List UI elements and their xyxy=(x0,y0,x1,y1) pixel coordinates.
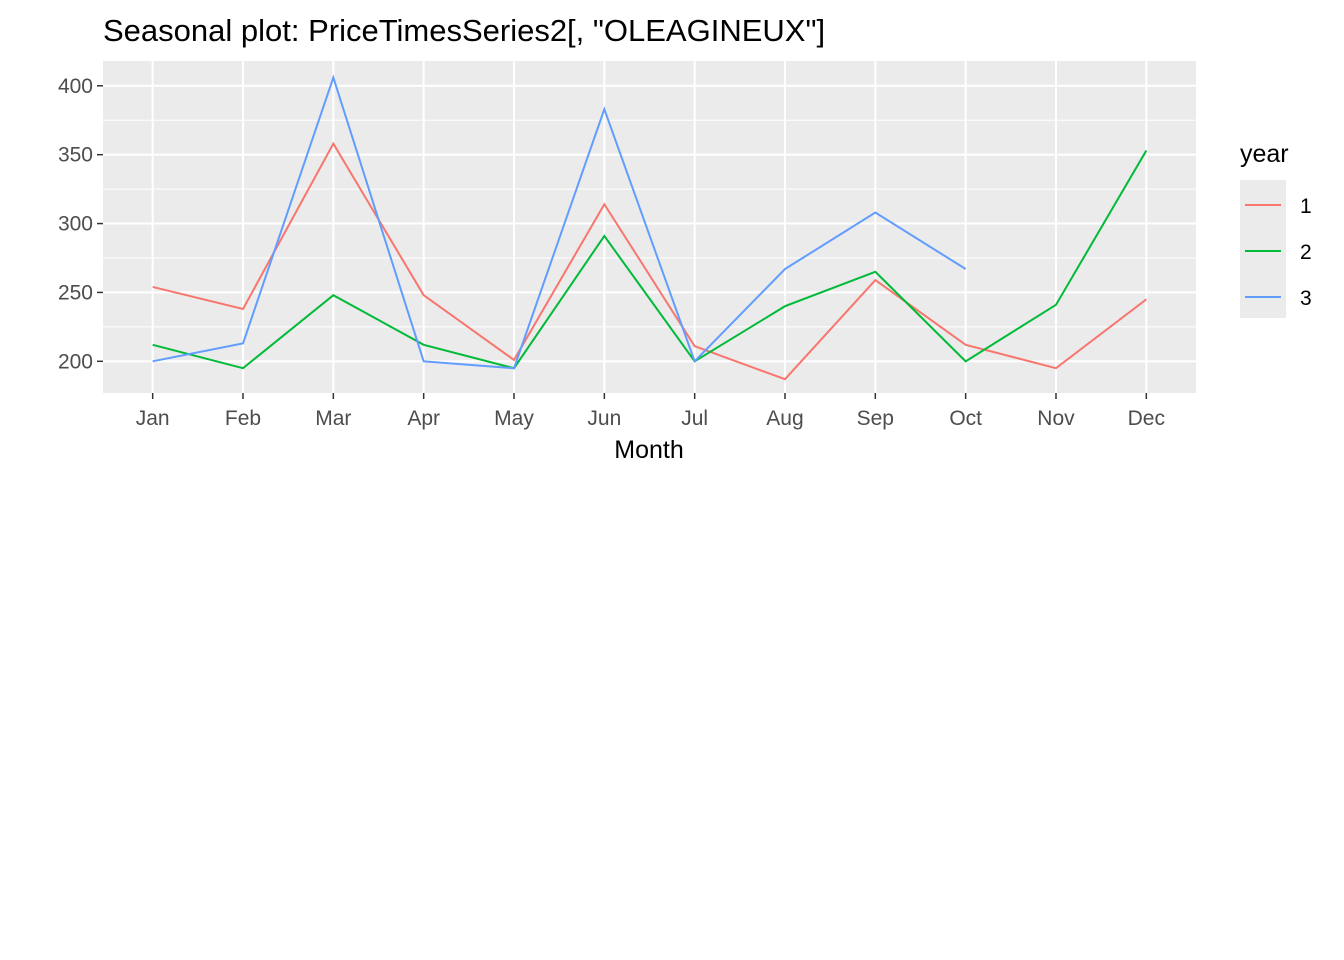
x-axis: Jan Feb Mar Apr May Jun Jul Aug Sep Oct Nov Dec xyxy=(136,393,1165,430)
series-line-year-3 xyxy=(152,74,967,370)
x-tick-label: Mar xyxy=(315,407,351,430)
major-gridlines xyxy=(103,61,1196,393)
y-axis: 200 250 300 350 400 xyxy=(58,75,103,373)
legend-key-background xyxy=(1240,180,1286,318)
x-tick-label: Feb xyxy=(225,407,261,430)
x-tick-label: May xyxy=(494,407,534,430)
legend-items: 1 2 3 xyxy=(1245,195,1312,310)
y-tick-label: 400 xyxy=(58,75,93,98)
series-line-year-1 xyxy=(152,141,1147,381)
x-tick-label: Nov xyxy=(1037,407,1075,430)
x-tick-label: Aug xyxy=(766,407,803,430)
x-axis-title: Month xyxy=(614,436,683,464)
series-line-year-2 xyxy=(152,150,1148,370)
x-tick-label: Jul xyxy=(681,407,708,430)
x-tick-label: Dec xyxy=(1128,407,1165,430)
plot-panel xyxy=(103,61,1196,393)
x-tick-label: Sep xyxy=(857,407,894,430)
x-tick-label: Jan xyxy=(136,407,170,430)
y-tick-label: 250 xyxy=(58,281,93,304)
x-tick-label: Oct xyxy=(949,407,982,430)
chart-title: Seasonal plot: PriceTimesSeries2[, "OLEA… xyxy=(103,13,825,48)
legend: year 1 2 3 xyxy=(1240,140,1312,318)
y-tick-label: 200 xyxy=(58,350,93,373)
legend-label-year-3: 3 xyxy=(1300,287,1312,310)
legend-label-year-1: 1 xyxy=(1300,195,1312,218)
legend-title: year xyxy=(1240,140,1289,168)
x-tick-label: Jun xyxy=(587,407,621,430)
y-tick-label: 350 xyxy=(58,144,93,167)
legend-label-year-2: 2 xyxy=(1300,241,1312,264)
y-tick-label: 300 xyxy=(58,213,93,236)
series-lines xyxy=(152,74,1148,381)
x-tick-label: Apr xyxy=(407,407,440,430)
minor-gridlines xyxy=(103,119,1196,328)
